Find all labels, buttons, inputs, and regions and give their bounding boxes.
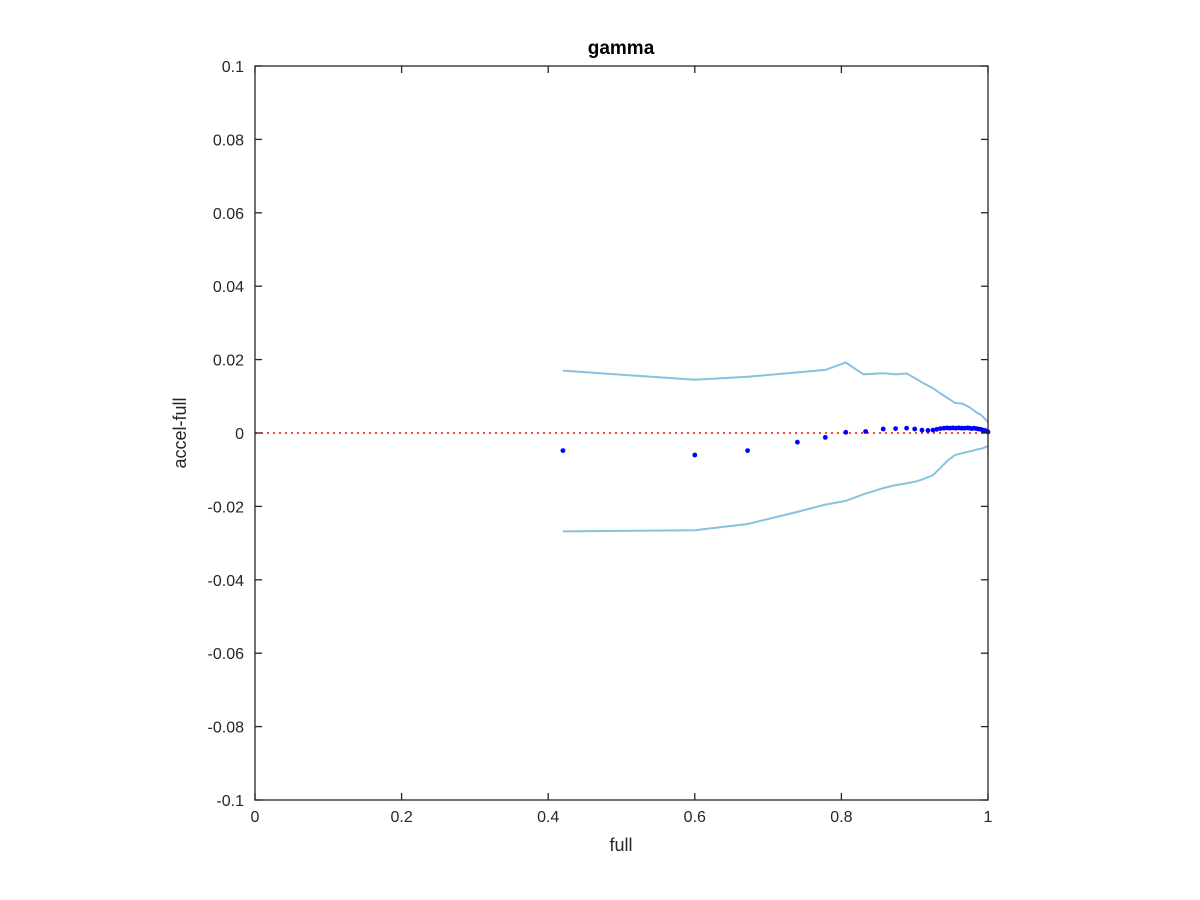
- data-point: [822, 435, 828, 440]
- data-point: [904, 425, 909, 431]
- y-tick-label: 0: [235, 426, 244, 443]
- y-tick-label: 0.02: [213, 353, 244, 370]
- data-point: [843, 429, 849, 435]
- data-point: [930, 427, 936, 433]
- points-layer: [560, 425, 991, 458]
- y-tick-label: -0.06: [208, 646, 245, 663]
- y-tick-label: 0.06: [213, 206, 244, 223]
- y-tick-label: 0.08: [213, 132, 244, 149]
- y-tick-label: -0.08: [208, 720, 245, 737]
- data-point: [893, 426, 898, 431]
- data-point: [692, 452, 698, 458]
- tick-labels-layer: 0 0.2 0.4 0.6 0.8 1 -0.1 -0.08 -0.06 -0.04 -0.02 0 0…: [208, 59, 993, 826]
- upper-bound-line: [562, 361, 989, 423]
- chart-title: gamma: [588, 38, 655, 59]
- data-point: [745, 448, 750, 453]
- x-tick-label: 0.4: [537, 809, 559, 826]
- data-point: [880, 426, 886, 432]
- data-point: [934, 426, 940, 432]
- y-tick-label: 0.1: [222, 59, 244, 76]
- data-point: [938, 426, 943, 431]
- data-point: [795, 439, 800, 445]
- data-point: [925, 428, 931, 433]
- lower-bound-line: [562, 444, 989, 533]
- y-tick-label: -0.1: [216, 793, 244, 810]
- data-point: [912, 426, 918, 432]
- ticks-layer: [254, 65, 989, 801]
- x-tick-label: 0.6: [684, 809, 706, 826]
- x-tick-label: 0: [251, 809, 260, 826]
- bounds-layer: [562, 361, 989, 533]
- x-tick-label: 0.8: [830, 809, 852, 826]
- y-tick-label: -0.04: [208, 573, 245, 590]
- y-tick-label: -0.02: [208, 499, 245, 516]
- x-tick-label: 0.2: [390, 809, 412, 826]
- x-axis-label: full: [609, 835, 632, 855]
- data-point: [919, 427, 925, 433]
- data-point: [863, 429, 868, 434]
- y-axis-label: accel-full: [170, 397, 190, 468]
- x-tick-label: 1: [984, 809, 993, 826]
- data-point: [560, 448, 566, 453]
- plot-area: [255, 361, 991, 533]
- y-tick-label: 0.04: [213, 279, 244, 296]
